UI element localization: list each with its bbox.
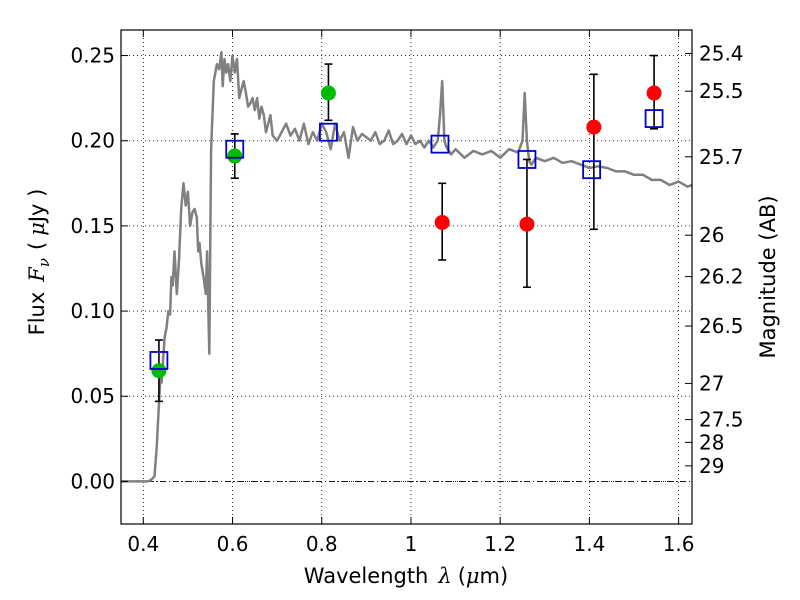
y-axis-unit-open: ( xyxy=(25,242,49,250)
y-tick-label: 0.25 xyxy=(70,44,115,68)
optical-point xyxy=(320,85,336,101)
optical-point xyxy=(227,148,243,164)
magnitude-tick-label: 26 xyxy=(699,223,724,247)
y-tick-label: 0.10 xyxy=(70,299,115,323)
model-point xyxy=(582,160,602,180)
y2-axis-title: Magnitude (AB) xyxy=(756,195,780,358)
x-axis-title: Wavelength λ (μm) xyxy=(304,564,508,588)
y-tick-label: 0.05 xyxy=(70,384,115,408)
magnitude-tick-label: 27.5 xyxy=(699,408,744,432)
x-tick-label: 0.8 xyxy=(306,532,338,556)
magnitude-tick-label: 25.7 xyxy=(699,145,744,169)
infrared-points xyxy=(434,85,662,232)
optical-point xyxy=(151,363,167,379)
y-tick-label: 0.20 xyxy=(70,129,115,153)
magnitude-tick-label: 26.2 xyxy=(699,265,744,289)
model-point xyxy=(149,351,169,370)
plot-background xyxy=(121,30,692,524)
model-point xyxy=(430,134,450,154)
magnitude-tick-label: 28 xyxy=(699,430,724,454)
model-point xyxy=(644,109,664,128)
x-tick-labels: 0.4 0.6 0.8 1 1.2 1.4 1.6 xyxy=(127,532,694,556)
y-axis-unit-mu: μ xyxy=(25,222,49,236)
infrared-point xyxy=(646,85,662,101)
y-axis-symbol-f: F xyxy=(25,266,49,283)
y-axis-title: Flux Fν ( μJy ) xyxy=(25,189,53,336)
model-point xyxy=(225,139,245,159)
y-axis-symbol-nu: ν xyxy=(35,258,53,267)
x-tick-label: 1 xyxy=(405,532,418,556)
x-axis-unit-mu: μ xyxy=(466,564,480,588)
infrared-point xyxy=(519,216,535,232)
infrared-point xyxy=(586,119,602,135)
x-axis-symbol: λ xyxy=(437,564,451,588)
magnitude-tick-label: 27 xyxy=(699,371,724,395)
y-axis-label: Flux xyxy=(25,292,49,336)
y-tick-label: 0.00 xyxy=(70,469,115,493)
infrared-point xyxy=(434,214,450,230)
template-sed-line xyxy=(121,50,693,483)
x-tick-label: 0.4 xyxy=(127,532,159,556)
x-tick-label: 1.2 xyxy=(484,532,516,556)
x-tick-label: 0.6 xyxy=(217,532,249,556)
template-sed-curve xyxy=(121,50,693,483)
model-point xyxy=(517,150,537,169)
x-tick-label: 1.4 xyxy=(573,532,605,556)
model-point xyxy=(319,122,338,142)
magnitude-tick-label: 26.5 xyxy=(699,314,744,338)
plot-frame xyxy=(120,29,693,525)
x-tick-label: 1.6 xyxy=(663,532,695,556)
y-tick-label: 0.15 xyxy=(70,214,115,238)
x-axis-unit-rest: m) xyxy=(480,564,509,588)
optical-points xyxy=(151,85,336,379)
x-axis-label: Wavelength xyxy=(304,564,429,588)
model-points xyxy=(149,109,664,370)
y-axis-unit-rest: Jy ) xyxy=(25,189,49,225)
x-axis-unit-open: ( xyxy=(458,564,466,588)
y-tick-labels: 0.00 0.05 0.10 0.15 0.20 0.25 xyxy=(70,44,115,494)
magnitude-tick-label: 29 xyxy=(699,454,724,478)
magnitude-tick-label: 25.4 xyxy=(699,42,744,66)
magnitude-tick-label: 25.5 xyxy=(699,79,744,103)
axis-ticks xyxy=(121,30,692,524)
